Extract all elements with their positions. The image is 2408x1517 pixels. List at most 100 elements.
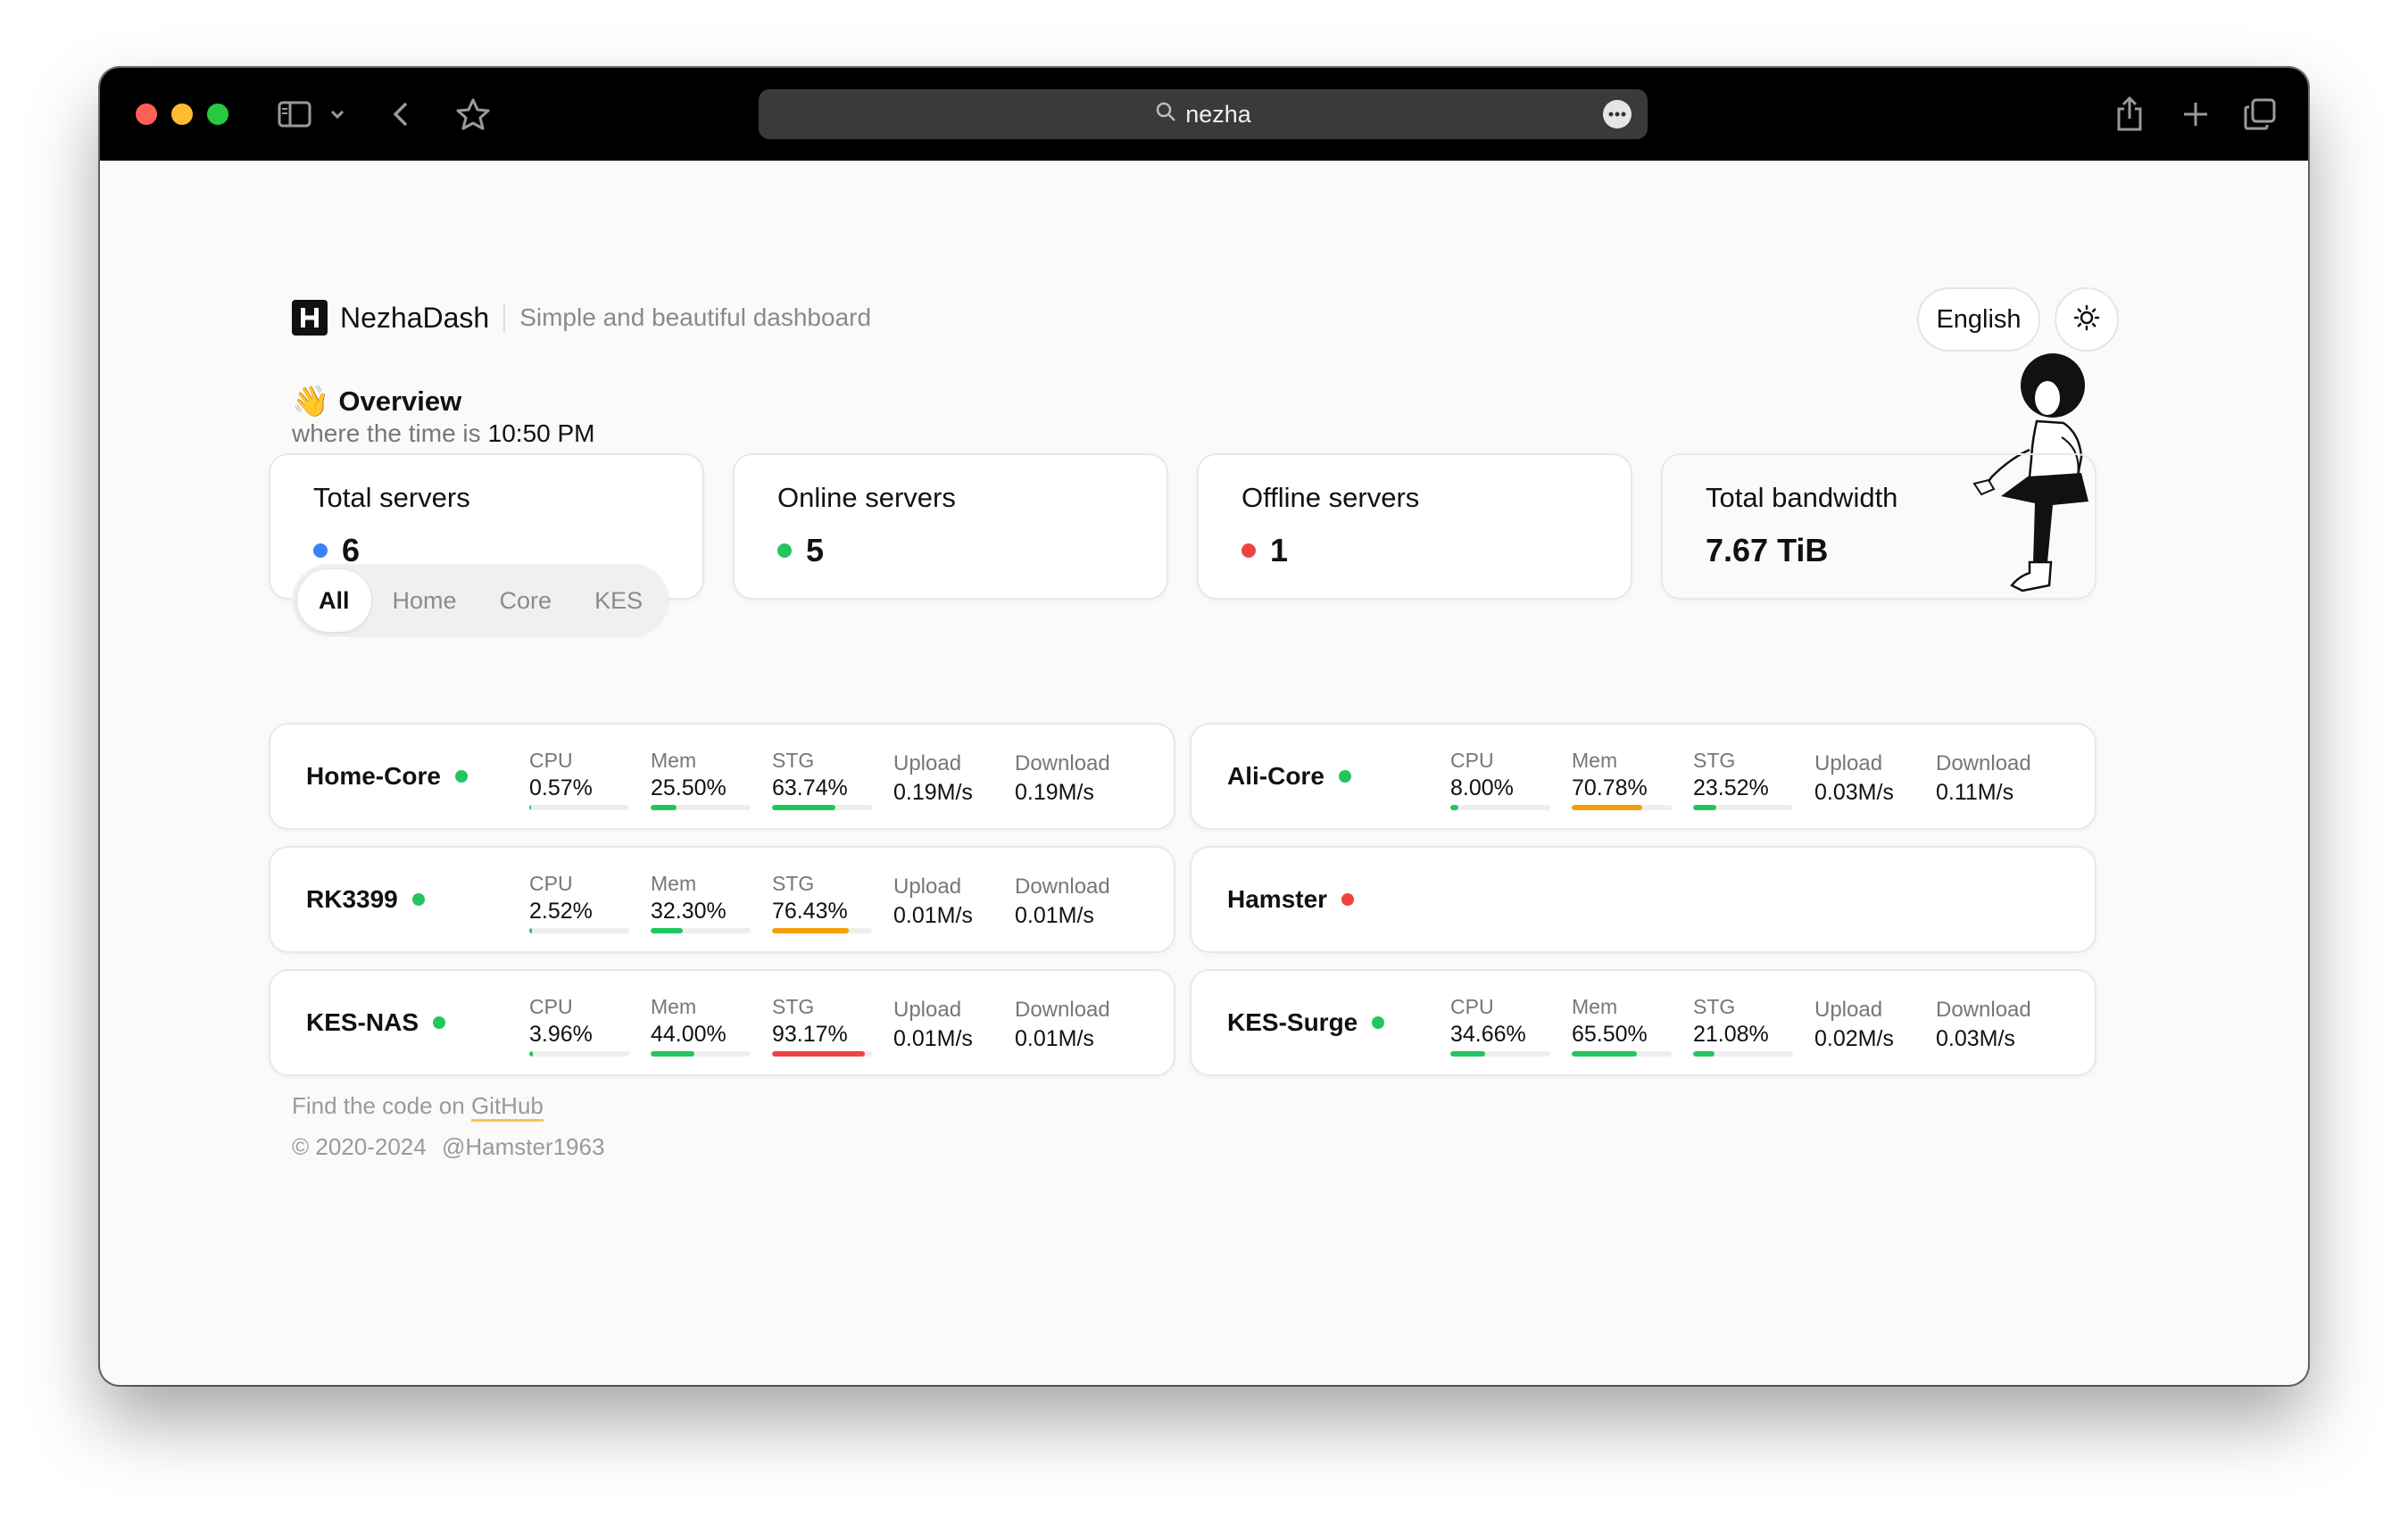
metric-label: Mem xyxy=(651,749,697,772)
metric-value: 0.01M/s xyxy=(893,1026,973,1051)
metric-label: Upload xyxy=(893,998,962,1022)
usage-bar xyxy=(529,928,629,933)
time-prefix: where the time is xyxy=(292,419,481,447)
stat-label: Total bandwidth xyxy=(1706,482,1898,513)
metric-stg: STG 76.43% xyxy=(772,871,872,933)
usage-bar xyxy=(1450,805,1550,810)
server-card[interactable]: KES-NAS CPU 3.96% Mem 44.00% STG 93.17% Upload 0… xyxy=(269,969,1175,1076)
minimize-window-button[interactable] xyxy=(171,104,193,125)
server-name: Home-Core xyxy=(306,725,468,828)
chevron-down-icon[interactable] xyxy=(327,95,348,134)
usage-bar xyxy=(1693,1051,1793,1057)
waving-hand-icon: 👋 xyxy=(292,385,330,419)
footer-copyright: © 2020-2024 xyxy=(292,1133,427,1160)
footer-code-line: Find the code on GitHub xyxy=(292,1092,544,1122)
server-name: Ali-Core xyxy=(1227,725,1351,828)
server-name: Hamster xyxy=(1227,848,1355,951)
new-tab-plus-icon[interactable] xyxy=(2178,95,2213,134)
usage-bar-fill xyxy=(651,1051,695,1057)
footer-copyright-line: © 2020-2024 @Hamster1963 xyxy=(292,1133,604,1161)
usage-bar xyxy=(1572,1051,1672,1057)
metric-download: Download 0.03M/s xyxy=(1936,996,2031,1053)
metric-upload: Upload 0.19M/s xyxy=(893,750,973,807)
overview-heading: 👋 Overview xyxy=(292,384,461,419)
footer-author: @Hamster1963 xyxy=(441,1133,605,1160)
server-card[interactable]: Home-Core CPU 0.57% Mem 25.50% STG 63.74% Uploa… xyxy=(269,723,1175,830)
metric-value: 34.66% xyxy=(1450,1022,1526,1047)
metric-label: Mem xyxy=(1572,749,1618,772)
metric-value: 21.08% xyxy=(1693,1022,1769,1047)
back-arrow-icon[interactable] xyxy=(387,95,414,134)
browser-titlebar: nezha xyxy=(100,68,2308,161)
usage-bar-fill xyxy=(1450,1051,1485,1057)
metric-mem: Mem 70.78% xyxy=(1572,748,1672,810)
brand[interactable]: NezhaDash Simple and beautiful dashboard xyxy=(292,300,871,336)
address-bar-url: nezha xyxy=(1185,100,1251,128)
metric-label: CPU xyxy=(1450,749,1494,772)
metric-mem: Mem 32.30% xyxy=(651,871,751,933)
metric-label: CPU xyxy=(529,749,573,772)
brand-name: NezhaDash xyxy=(340,301,490,334)
usage-bar-fill xyxy=(529,1051,534,1057)
metric-label: Download xyxy=(1936,751,2031,775)
usage-bar-fill xyxy=(651,805,677,810)
usage-bar-fill xyxy=(529,805,532,810)
metric-label: Upload xyxy=(1814,998,1883,1022)
bookmark-star-icon[interactable] xyxy=(455,95,491,134)
more-options-icon[interactable] xyxy=(1603,100,1632,128)
metric-value: 44.00% xyxy=(651,1022,727,1047)
metric-value: 0.19M/s xyxy=(893,780,973,805)
brand-divider xyxy=(503,303,506,332)
usage-bar-fill xyxy=(1572,1051,1638,1057)
github-link[interactable]: GitHub xyxy=(470,1092,544,1122)
metric-value: 65.50% xyxy=(1572,1022,1648,1047)
metric-mem: Mem 65.50% xyxy=(1572,994,1672,1057)
metric-value: 0.01M/s xyxy=(893,903,973,928)
metric-cpu: CPU 8.00% xyxy=(1450,748,1550,810)
server-card[interactable]: Ali-Core CPU 8.00% Mem 70.78% STG 23.52% Upload… xyxy=(1190,723,2097,830)
tab-all[interactable]: All xyxy=(297,569,371,632)
tab-home[interactable]: Home xyxy=(392,586,457,614)
language-button[interactable]: English xyxy=(1917,287,2040,352)
share-icon[interactable] xyxy=(2112,95,2147,134)
metric-label: Mem xyxy=(1572,995,1618,1018)
metric-value: 32.30% xyxy=(651,899,727,924)
stat-number: 1 xyxy=(1270,532,1289,568)
metric-label: Download xyxy=(1015,875,1110,899)
metric-label: Upload xyxy=(893,751,962,775)
metric-upload: Upload 0.01M/s xyxy=(893,873,973,930)
metric-value: 0.11M/s xyxy=(1936,780,2014,805)
metric-value: 0.03M/s xyxy=(1936,1026,2015,1051)
stat-value: 7.67 TiB xyxy=(1706,532,1828,569)
server-card[interactable]: Hamster xyxy=(1190,846,2097,953)
maximize-window-button[interactable] xyxy=(207,104,228,125)
status-dot xyxy=(1338,770,1351,783)
metric-label: Upload xyxy=(1814,751,1883,775)
theme-toggle-button[interactable] xyxy=(2055,287,2119,352)
stat-label: Online servers xyxy=(777,482,956,513)
metric-value: 3.96% xyxy=(529,1022,593,1047)
metric-upload: Upload 0.01M/s xyxy=(893,996,973,1053)
status-dot xyxy=(1341,893,1355,906)
page-content: NezhaDash Simple and beautiful dashboard… xyxy=(100,161,2308,1385)
metric-value: 0.01M/s xyxy=(1015,903,1094,928)
metric-label: STG xyxy=(1693,995,1736,1018)
tab-kes[interactable]: KES xyxy=(594,586,644,614)
usage-bar xyxy=(772,805,872,810)
metric-value: 8.00% xyxy=(1450,775,1514,800)
metric-value: 0.01M/s xyxy=(1015,1026,1094,1051)
current-time: 10:50 PM xyxy=(487,419,595,447)
server-name-label: KES-NAS xyxy=(306,1008,419,1036)
tab-core[interactable]: Core xyxy=(499,586,552,614)
address-bar[interactable]: nezha xyxy=(759,89,1648,139)
tab-overview-icon[interactable] xyxy=(2242,95,2278,134)
server-card[interactable]: KES-Surge CPU 34.66% Mem 65.50% STG 21.08% Uplo… xyxy=(1190,969,2097,1076)
metric-label: Mem xyxy=(651,872,697,895)
server-card[interactable]: RK3399 CPU 2.52% Mem 32.30% STG 76.43% Upload 0.… xyxy=(269,846,1175,953)
time-line: where the time is 10:50 PM xyxy=(292,419,595,448)
sidebar-toggle-icon[interactable] xyxy=(275,95,314,134)
metric-label: Download xyxy=(1015,751,1110,775)
close-window-button[interactable] xyxy=(136,104,157,125)
metric-stg: STG 93.17% xyxy=(772,994,872,1057)
usage-bar-fill xyxy=(1450,805,1458,810)
